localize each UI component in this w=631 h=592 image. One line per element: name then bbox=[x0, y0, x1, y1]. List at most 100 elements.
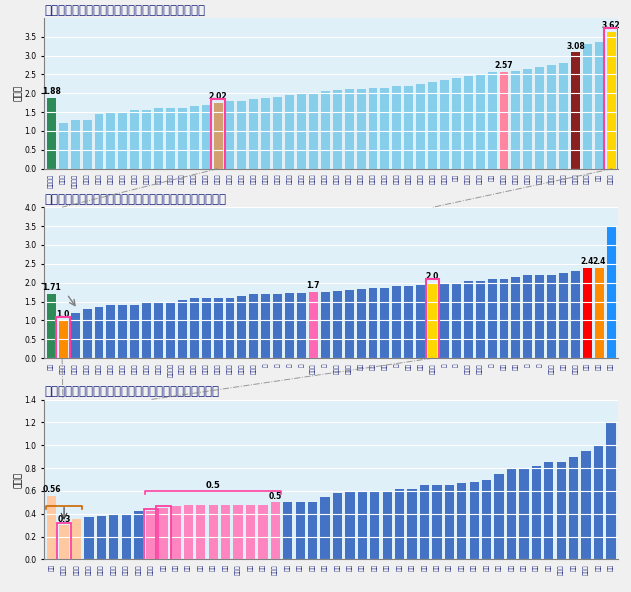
Bar bbox=[83, 120, 91, 169]
Bar bbox=[71, 120, 80, 169]
Bar bbox=[246, 504, 255, 559]
Bar bbox=[321, 91, 330, 169]
Bar bbox=[606, 423, 616, 559]
Bar bbox=[557, 462, 566, 559]
Bar bbox=[142, 304, 151, 358]
Bar bbox=[420, 485, 429, 559]
Bar bbox=[184, 504, 193, 559]
Text: 2.4: 2.4 bbox=[581, 257, 594, 266]
Text: 3.08: 3.08 bbox=[566, 41, 585, 50]
Bar bbox=[297, 293, 306, 358]
Bar bbox=[369, 88, 377, 169]
Bar bbox=[273, 294, 282, 358]
Text: 1.7: 1.7 bbox=[307, 281, 320, 290]
Bar bbox=[512, 277, 521, 358]
Text: 0.56: 0.56 bbox=[42, 485, 61, 494]
Bar bbox=[154, 301, 163, 358]
Bar bbox=[571, 271, 580, 358]
Text: ３歳児の一人平均むし歯本数（平成９年度，乳歯）: ３歳児の一人平均むし歯本数（平成９年度，乳歯） bbox=[44, 4, 205, 17]
Bar bbox=[476, 281, 485, 358]
Bar bbox=[595, 268, 604, 358]
Bar bbox=[190, 298, 199, 358]
Text: １２歳児の一人平均むし歯本数（平成１８年度，永久歯）: １２歳児の一人平均むし歯本数（平成１８年度，永久歯） bbox=[44, 193, 226, 206]
Text: 1.0: 1.0 bbox=[57, 310, 70, 318]
Bar bbox=[357, 89, 365, 169]
Text: 0.3: 0.3 bbox=[57, 515, 71, 524]
Bar bbox=[547, 65, 556, 169]
Bar bbox=[452, 78, 461, 169]
Bar bbox=[392, 86, 401, 169]
Bar bbox=[607, 226, 616, 358]
Bar bbox=[369, 288, 377, 358]
Bar bbox=[178, 300, 187, 358]
Text: 2.0: 2.0 bbox=[426, 272, 439, 281]
Bar bbox=[345, 491, 355, 559]
Bar bbox=[178, 108, 187, 169]
Bar bbox=[416, 285, 425, 358]
Bar bbox=[535, 67, 544, 169]
Bar bbox=[95, 307, 103, 358]
Bar bbox=[535, 275, 544, 358]
Bar bbox=[249, 294, 258, 358]
Bar bbox=[416, 84, 425, 169]
Text: 2.57: 2.57 bbox=[495, 61, 514, 70]
Bar bbox=[457, 483, 466, 559]
Bar bbox=[559, 63, 568, 169]
Bar bbox=[283, 503, 292, 559]
Bar bbox=[358, 491, 367, 559]
Bar bbox=[59, 320, 68, 358]
Bar bbox=[380, 88, 389, 169]
Bar bbox=[171, 506, 180, 559]
Bar bbox=[295, 503, 305, 559]
Bar bbox=[392, 287, 401, 358]
Bar bbox=[345, 290, 353, 358]
Bar bbox=[214, 298, 223, 358]
Bar bbox=[47, 294, 56, 358]
Bar bbox=[500, 279, 509, 358]
Bar bbox=[569, 456, 578, 559]
Bar bbox=[408, 488, 416, 559]
Bar bbox=[59, 124, 68, 169]
Bar bbox=[72, 520, 81, 559]
Bar bbox=[428, 283, 437, 358]
Text: 0.5: 0.5 bbox=[206, 481, 221, 490]
Bar bbox=[47, 496, 56, 559]
Bar bbox=[595, 42, 604, 169]
Bar bbox=[544, 462, 553, 559]
Bar bbox=[309, 292, 318, 358]
Bar bbox=[202, 298, 211, 358]
Bar bbox=[134, 511, 143, 559]
Bar bbox=[469, 482, 479, 559]
Bar bbox=[488, 279, 497, 358]
Bar bbox=[370, 491, 379, 559]
Bar bbox=[47, 98, 56, 169]
Bar bbox=[107, 305, 115, 358]
Bar bbox=[237, 101, 246, 169]
Bar bbox=[273, 97, 282, 169]
Bar bbox=[583, 44, 592, 169]
Bar bbox=[523, 275, 533, 358]
Y-axis label: （本）: （本） bbox=[14, 85, 23, 101]
Bar bbox=[571, 53, 580, 169]
Bar bbox=[159, 508, 168, 559]
Bar bbox=[523, 69, 533, 169]
Text: 1.88: 1.88 bbox=[42, 87, 61, 96]
Bar bbox=[233, 504, 243, 559]
Bar bbox=[559, 274, 568, 358]
Bar bbox=[130, 305, 139, 358]
Bar bbox=[308, 503, 317, 559]
Bar bbox=[495, 474, 504, 559]
Bar bbox=[464, 281, 473, 358]
Bar bbox=[440, 80, 449, 169]
Bar bbox=[221, 504, 230, 559]
Bar bbox=[85, 517, 93, 559]
Bar bbox=[285, 293, 294, 358]
Bar bbox=[208, 504, 218, 559]
Bar bbox=[154, 108, 163, 169]
Bar bbox=[83, 309, 91, 358]
Bar bbox=[202, 105, 211, 169]
Bar bbox=[261, 98, 270, 169]
Bar bbox=[119, 112, 127, 169]
Bar bbox=[607, 32, 616, 169]
Bar bbox=[214, 102, 223, 169]
